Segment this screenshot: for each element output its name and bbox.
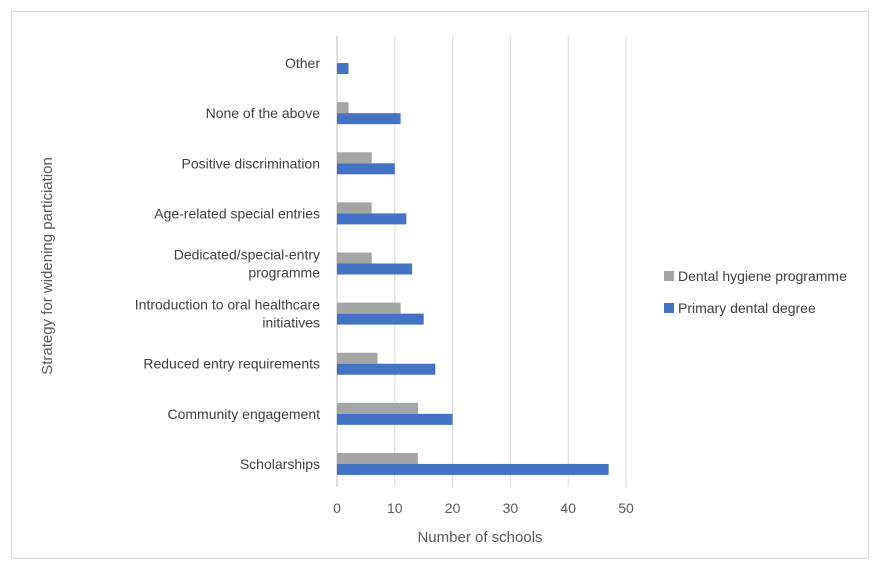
category-label: Positive discrimination: [182, 155, 321, 171]
x-tick-labels: 0 10 20 30 40 50: [333, 500, 634, 516]
bar-primary-dental: [337, 63, 349, 75]
bar-primary-dental: [337, 263, 413, 275]
category-label: Reduced entry requirements: [143, 356, 320, 372]
bar-dental-hygiene: [337, 452, 418, 464]
bar-dental-hygiene: [337, 402, 418, 414]
x-tick-label: 50: [618, 500, 634, 516]
legend-label: Dental hygiene programme: [678, 268, 847, 284]
x-tick-label: 20: [445, 500, 461, 516]
bars: [337, 63, 609, 475]
category-label: Community engagement: [167, 406, 320, 422]
x-tick-label: 0: [333, 500, 341, 516]
legend-label: Primary dental degree: [678, 300, 816, 316]
bar-dental-hygiene: [337, 302, 401, 314]
bar-primary-dental: [337, 213, 407, 225]
bar-primary-dental: [337, 363, 436, 375]
bar-dental-hygiene: [337, 352, 378, 364]
x-tick-label: 40: [560, 500, 576, 516]
legend: Dental hygiene programme Primary dental d…: [664, 268, 847, 316]
y-axis-title: Strategy for widening particiation: [39, 157, 56, 375]
bar-dental-hygiene: [337, 252, 372, 264]
bar-primary-dental: [337, 313, 424, 325]
bar-primary-dental: [337, 113, 401, 125]
x-axis-title: Number of schools: [417, 529, 542, 546]
category-label: None of the above: [206, 105, 321, 121]
x-tick-label: 30: [503, 500, 519, 516]
bar-primary-dental: [337, 463, 609, 475]
category-label: Age-related special entries: [154, 205, 320, 221]
legend-swatch: [664, 303, 674, 313]
bar-primary-dental: [337, 163, 395, 175]
bar-dental-hygiene: [337, 152, 372, 164]
bar-dental-hygiene: [337, 202, 372, 214]
category-labels: Other None of the above Positive discrimin…: [135, 55, 321, 472]
category-label: Other: [285, 55, 320, 71]
x-tick-label: 10: [387, 500, 403, 516]
category-label: Dedicated/special-entry programme: [174, 247, 320, 281]
bar-primary-dental: [337, 413, 453, 425]
category-label: Introduction to oral healthcare initiativ…: [135, 297, 320, 331]
bar-dental-hygiene: [337, 102, 349, 114]
legend-swatch: [664, 271, 674, 281]
category-label: Scholarships: [240, 456, 320, 472]
